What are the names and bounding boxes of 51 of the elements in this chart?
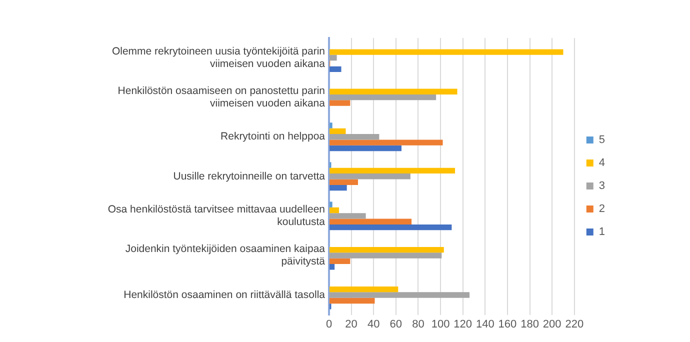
bar	[330, 54, 337, 61]
bar	[330, 100, 350, 106]
x-tick-label: 180	[520, 318, 539, 330]
bar	[330, 128, 346, 134]
bar	[330, 292, 470, 298]
bar	[330, 246, 444, 253]
x-tick-label: 120	[454, 318, 472, 330]
legend-label: 2	[598, 203, 606, 216]
bar	[330, 134, 380, 140]
bar	[330, 202, 332, 208]
bar	[330, 140, 443, 146]
bar	[330, 145, 402, 152]
x-tick-label: 60	[390, 318, 402, 330]
bar	[330, 207, 340, 214]
bar	[330, 252, 442, 258]
legend-label: 1	[598, 226, 606, 238]
legend-label: 4	[598, 157, 606, 170]
x-tick-label: 160	[498, 318, 517, 330]
y-tick-label: Uusille rekrytoinneille on tarvetta	[173, 170, 326, 182]
legend-label: 3	[598, 180, 606, 192]
bar	[330, 298, 375, 304]
x-tick-label: 20	[345, 318, 358, 330]
x-tick-label: 200	[542, 318, 562, 330]
bar	[330, 184, 347, 191]
legend-label: 5	[598, 134, 606, 146]
bar	[330, 66, 342, 72]
bar	[330, 218, 412, 224]
y-tick-label: Joidenkin työntekijöiden osaaminen kaipaa päivitystä	[125, 243, 326, 268]
bar	[330, 286, 398, 292]
x-tick-label: 100	[431, 318, 450, 330]
bar	[330, 258, 350, 264]
y-tick-label: Henkilöstön osaaminen on riittävällä tasolla	[124, 288, 326, 301]
bar	[330, 122, 332, 128]
x-tick-label: 140	[476, 318, 494, 330]
x-tick-label: 0	[326, 318, 332, 330]
y-tick-label: Rekrytointi on helppoa	[220, 130, 326, 143]
x-tick-label: 220	[565, 318, 584, 330]
bar	[330, 94, 436, 100]
y-tick-label: Henkilöstön osaamiseen on panostettu parin viimeisen vuoden aikana	[118, 84, 326, 110]
x-tick-label: 80	[412, 318, 424, 330]
bar	[330, 213, 366, 219]
bar	[330, 168, 456, 174]
bar	[330, 179, 358, 185]
x-tick-label: 40	[367, 318, 380, 330]
bar	[330, 174, 410, 180]
y-tick-label: Olemme rekrytoineen uusia työntekijöitä parin viimeisen vuoden aikana	[112, 45, 326, 70]
bar	[330, 224, 452, 230]
bar	[330, 88, 458, 94]
bar	[330, 49, 564, 55]
bar	[330, 264, 335, 270]
y-tick-label: Osa henkilöstöstä tarvitsee mittavaa uudelleen koulutusta	[108, 204, 326, 228]
